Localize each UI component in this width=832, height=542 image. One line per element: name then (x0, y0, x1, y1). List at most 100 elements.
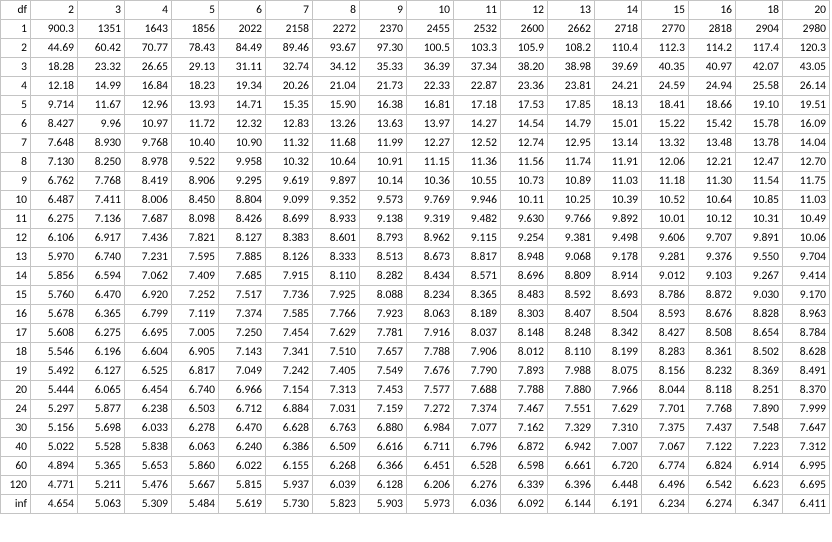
cell: 7.885 (219, 248, 266, 267)
cell: 6.063 (172, 438, 219, 457)
cell: 10.12 (689, 210, 736, 229)
cell: 12.21 (689, 153, 736, 172)
cell: 8.148 (501, 324, 548, 343)
cell: 5.022 (31, 438, 78, 457)
row-label: 13 (1, 248, 31, 267)
cell: 9.522 (172, 153, 219, 172)
cell: 5.877 (78, 400, 125, 419)
cell: 8.118 (689, 381, 736, 400)
cell: 6.594 (78, 267, 125, 286)
cell: 5.860 (172, 457, 219, 476)
cell: 9.178 (595, 248, 642, 267)
cell: 7.880 (548, 381, 595, 400)
cell: 8.601 (313, 229, 360, 248)
cell: 8.250 (78, 153, 125, 172)
cell: 8.088 (360, 286, 407, 305)
cell: 39.69 (595, 58, 642, 77)
cell: 16.38 (360, 96, 407, 115)
cell: 7.906 (454, 343, 501, 362)
cell: 5.492 (31, 362, 78, 381)
cell: 8.333 (313, 248, 360, 267)
cell: 8.793 (360, 229, 407, 248)
row-label: 11 (1, 210, 31, 229)
cell: 7.329 (548, 419, 595, 438)
cell: 7.988 (548, 362, 595, 381)
cell: 12.32 (219, 115, 266, 134)
cell: 7.915 (266, 267, 313, 286)
cell: 9.714 (31, 96, 78, 115)
cell: 7.242 (266, 362, 313, 381)
cell: 10.06 (783, 229, 830, 248)
cell: 6.275 (31, 210, 78, 229)
cell: 6.470 (78, 286, 125, 305)
cell: 8.361 (689, 343, 736, 362)
cell: 14.99 (78, 77, 125, 96)
cell: 25.58 (736, 77, 783, 96)
column-header: 16 (689, 1, 736, 20)
cell: 2980 (783, 20, 830, 39)
cell: 8.434 (407, 267, 454, 286)
cell: 6.740 (78, 248, 125, 267)
cell: 17.18 (454, 96, 501, 115)
cell: 7.595 (172, 248, 219, 267)
cell: 6.920 (125, 286, 172, 305)
cell: 11.03 (595, 172, 642, 191)
cell: 2662 (548, 20, 595, 39)
cell: 9.254 (501, 229, 548, 248)
cell: 7.467 (501, 400, 548, 419)
cell: 9.630 (501, 210, 548, 229)
cell: 19.51 (783, 96, 830, 115)
cell: 7.159 (360, 400, 407, 419)
cell: 22.33 (407, 77, 454, 96)
cell: 14.27 (454, 115, 501, 134)
cell: 15.35 (266, 96, 313, 115)
row-label: 1 (1, 20, 31, 39)
cell: 7.374 (219, 305, 266, 324)
cell: 7.007 (595, 438, 642, 457)
table-row: 77.6488.9309.76810.4010.9011.3211.6811.9… (1, 134, 830, 153)
cell: 7.310 (595, 419, 642, 438)
cell: 6.339 (501, 476, 548, 495)
cell: 8.251 (736, 381, 783, 400)
cell: 13.26 (313, 115, 360, 134)
cell: 16.81 (407, 96, 454, 115)
cell: 9.319 (407, 210, 454, 229)
cell: 8.248 (548, 324, 595, 343)
cell: 6.942 (548, 438, 595, 457)
cell: 8.419 (125, 172, 172, 191)
cell: 9.96 (78, 115, 125, 134)
cell: 6.127 (78, 362, 125, 381)
cell: 15.01 (595, 115, 642, 134)
cell: 12.52 (454, 134, 501, 153)
cell: 6.966 (219, 381, 266, 400)
cell: 2600 (501, 20, 548, 39)
cell: 10.25 (548, 191, 595, 210)
cell: 11.32 (266, 134, 313, 153)
cell: 8.828 (736, 305, 783, 324)
cell: 13.78 (736, 134, 783, 153)
cell: 6.234 (642, 495, 689, 514)
cell: 5.156 (31, 419, 78, 438)
cell: 5.608 (31, 324, 78, 343)
cell: 9.068 (548, 248, 595, 267)
cell: 8.426 (219, 210, 266, 229)
cell: 7.629 (313, 324, 360, 343)
cell: 5.856 (31, 267, 78, 286)
cell: 6.155 (266, 457, 313, 476)
cell: 105.9 (501, 39, 548, 58)
cell: 6.448 (595, 476, 642, 495)
cell: 37.34 (454, 58, 501, 77)
cell: 8.283 (642, 343, 689, 362)
cell: 12.96 (125, 96, 172, 115)
table-row: 318.2823.3226.6529.1331.1132.7434.1235.3… (1, 58, 830, 77)
cell: 6.695 (783, 476, 830, 495)
row-label: 4 (1, 77, 31, 96)
cell: 10.01 (642, 210, 689, 229)
cell: 11.56 (501, 153, 548, 172)
cell: 6.604 (125, 343, 172, 362)
cell: 7.781 (360, 324, 407, 343)
cell: 8.156 (642, 362, 689, 381)
cell: 38.20 (501, 58, 548, 77)
row-label: 18 (1, 343, 31, 362)
cell: 23.36 (501, 77, 548, 96)
